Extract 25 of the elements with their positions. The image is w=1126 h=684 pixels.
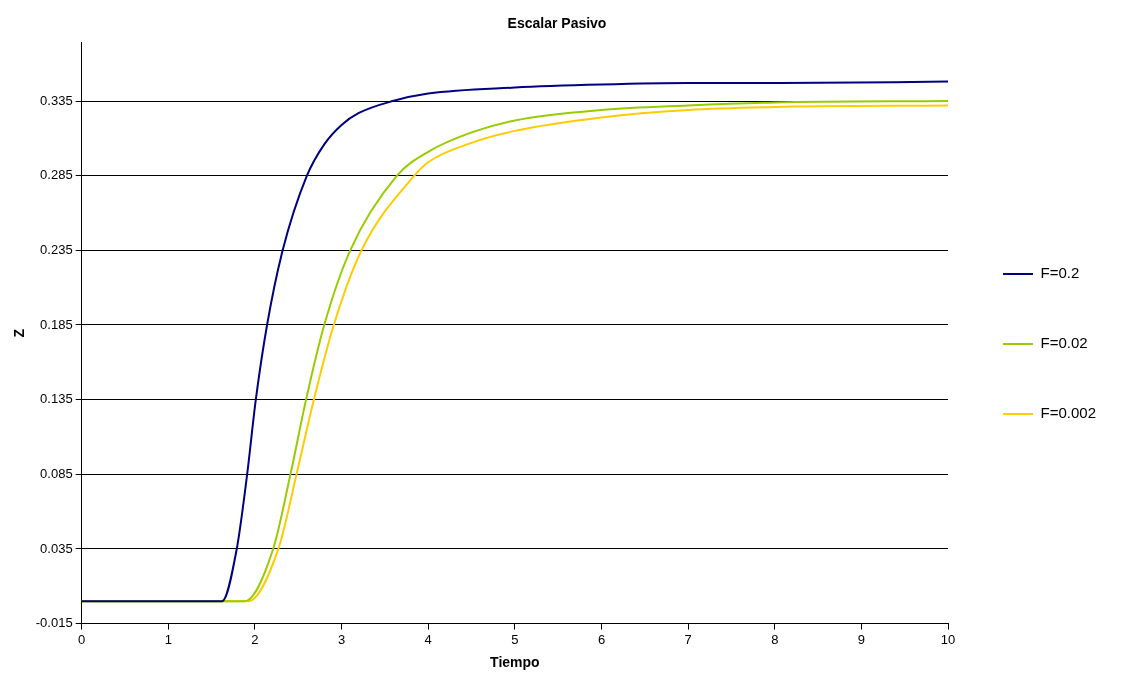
y-tick-label: 0.235 xyxy=(40,241,73,257)
y-tick-label: 0.035 xyxy=(40,540,73,556)
x-tick-label: 0 xyxy=(78,631,86,647)
x-tick-label: 3 xyxy=(337,631,346,647)
x-tick-label: 1 xyxy=(164,631,172,647)
y-tick-label: 0.135 xyxy=(40,391,73,407)
chart-title: Escalar Pasivo xyxy=(507,15,607,32)
y-tick-label: 0.185 xyxy=(40,316,73,332)
legend-label: F=0.02 xyxy=(1040,334,1088,352)
y-tick-label: 0.285 xyxy=(40,167,73,183)
x-tick-label: 7 xyxy=(684,631,692,647)
x-tick-label: 6 xyxy=(597,631,606,647)
y-tick-label: -0.015 xyxy=(35,615,73,631)
x-tick-label: 2 xyxy=(251,631,259,647)
x-axis-title: Tiempo xyxy=(490,654,540,671)
y-axis-title: Z xyxy=(11,328,28,338)
x-tick-label: 10 xyxy=(940,631,956,647)
y-tick-label: 0.335 xyxy=(40,92,73,108)
y-tick-label: 0.085 xyxy=(40,465,73,481)
legend-label: F=0.002 xyxy=(1040,404,1097,422)
x-tick-label: 5 xyxy=(511,631,519,647)
legend-label: F=0.2 xyxy=(1040,264,1080,282)
x-tick-label: 9 xyxy=(857,631,866,647)
x-tick-label: 4 xyxy=(424,631,432,647)
x-tick-label: 8 xyxy=(771,631,779,647)
